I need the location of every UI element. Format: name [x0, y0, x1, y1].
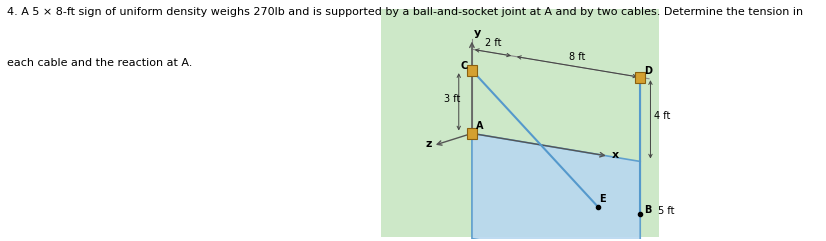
Polygon shape: [472, 134, 640, 241]
Text: D: D: [643, 66, 652, 76]
Text: 4. A 5 × 8-ft sign of uniform density weighs 270lb and is supported by a ball-an: 4. A 5 × 8-ft sign of uniform density we…: [7, 7, 803, 17]
Text: 5 ft: 5 ft: [657, 206, 674, 216]
Text: 2 ft: 2 ft: [485, 38, 501, 48]
Text: 3 ft: 3 ft: [444, 94, 461, 104]
Text: each cable and the reaction at A.: each cable and the reaction at A.: [7, 58, 192, 68]
Bar: [467, 65, 477, 75]
Text: 4 ft: 4 ft: [654, 111, 671, 121]
Text: x: x: [611, 150, 619, 160]
Text: 8 ft: 8 ft: [569, 52, 586, 62]
Bar: [467, 128, 477, 139]
Bar: [635, 72, 645, 83]
Text: C: C: [460, 61, 468, 71]
Text: z: z: [425, 139, 432, 149]
Text: E: E: [600, 194, 606, 204]
Text: A: A: [477, 121, 484, 131]
Text: B: B: [644, 205, 652, 214]
Text: y: y: [473, 28, 481, 38]
